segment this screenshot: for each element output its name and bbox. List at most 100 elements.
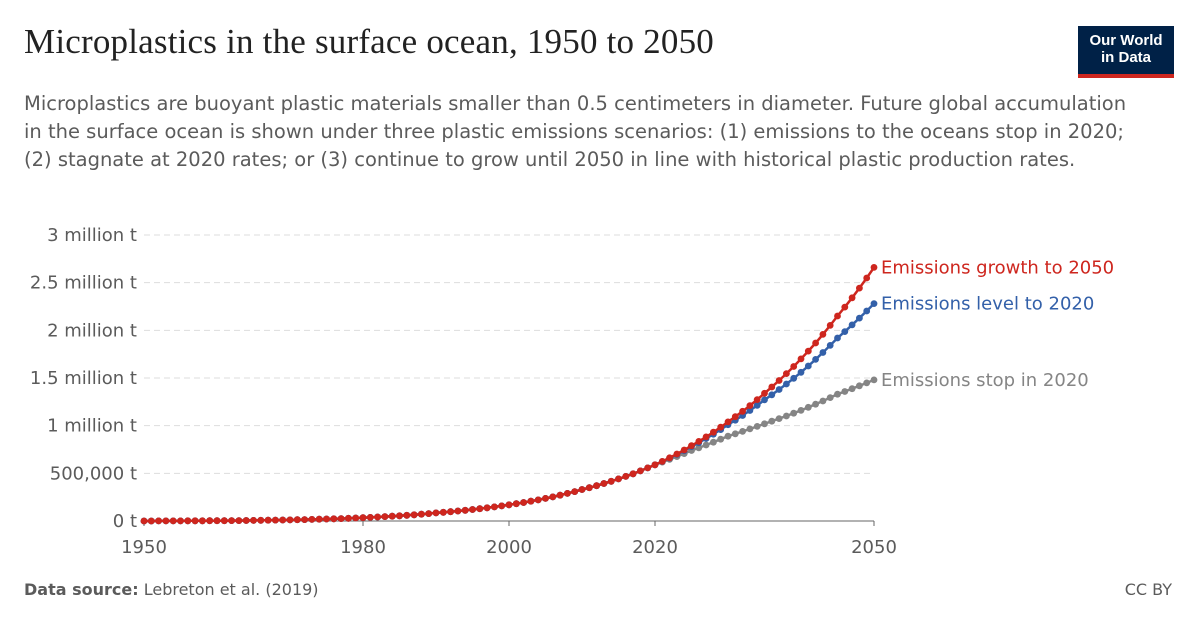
- data-point: [819, 397, 827, 405]
- data-point: [848, 385, 856, 393]
- y-tick-label: 1 million t: [47, 416, 137, 437]
- data-point: [264, 516, 272, 524]
- data-point: [396, 512, 403, 520]
- data-point: [155, 517, 163, 525]
- data-point: [461, 506, 469, 514]
- data-point: [527, 497, 535, 505]
- data-point: [359, 514, 367, 522]
- data-point: [731, 430, 739, 438]
- data-source-link[interactable]: Lebreton et al. (2019): [143, 580, 319, 599]
- data-point: [578, 486, 586, 493]
- chart-subtitle: Microplastics are buoyant plastic materi…: [24, 92, 1127, 171]
- data-point: [301, 516, 308, 523]
- x-tick-label: 2020: [632, 537, 678, 558]
- data-point: [819, 331, 827, 338]
- data-point: [812, 400, 819, 408]
- data-point: [790, 409, 798, 417]
- data-point: [717, 435, 725, 443]
- data-point: [797, 355, 805, 363]
- data-point: [366, 514, 374, 521]
- data-point: [717, 423, 725, 431]
- data-point: [512, 500, 520, 508]
- data-point: [724, 432, 732, 440]
- data-point: [162, 517, 170, 525]
- data-point: [710, 438, 717, 446]
- data-point: [819, 349, 827, 356]
- data-point: [410, 511, 418, 519]
- data-point: [498, 502, 506, 510]
- y-tick-label: 2.5 million t: [30, 273, 137, 294]
- data-point: [826, 322, 834, 329]
- data-point: [841, 388, 849, 395]
- data-point: [746, 425, 754, 433]
- data-point: [863, 307, 871, 315]
- y-tick-label: 1.5 million t: [30, 368, 137, 389]
- data-point: [834, 312, 841, 320]
- data-point: [695, 444, 703, 452]
- data-point: [695, 438, 703, 445]
- data-point: [644, 464, 652, 472]
- data-point: [637, 467, 644, 475]
- data-point: [220, 517, 228, 525]
- data-point: [739, 407, 746, 415]
- data-point: [739, 428, 746, 435]
- data-point: [279, 516, 287, 524]
- data-point: [775, 415, 783, 422]
- data-point: [571, 488, 579, 495]
- data-point: [425, 510, 433, 517]
- data-point: [629, 470, 637, 478]
- data-point: [191, 517, 199, 525]
- data-source-label: Data source:: [24, 580, 139, 599]
- data-point: [293, 516, 301, 524]
- data-point: [272, 516, 279, 524]
- data-point: [483, 504, 491, 512]
- data-point: [768, 383, 776, 391]
- data-point: [505, 501, 513, 509]
- data-point: [812, 339, 819, 347]
- data-point: [147, 517, 155, 525]
- data-point: [242, 517, 250, 524]
- data-point: [673, 450, 681, 458]
- data-point: [658, 458, 666, 465]
- data-point: [542, 495, 549, 502]
- data-point: [454, 507, 462, 515]
- data-point: [534, 496, 542, 504]
- data-point: [140, 517, 148, 525]
- data-point: [746, 402, 754, 409]
- data-point: [797, 368, 805, 376]
- y-tick-label: 3 million t: [47, 225, 137, 246]
- x-tick-label: 2050: [851, 537, 897, 558]
- data-point: [491, 503, 498, 511]
- data-point: [286, 516, 294, 524]
- data-point: [439, 508, 447, 516]
- data-point: [724, 418, 732, 426]
- data-point: [863, 379, 871, 387]
- data-source: Data source: Lebreton et al. (2019): [24, 580, 319, 599]
- data-point: [753, 401, 761, 409]
- data-point: [856, 314, 863, 322]
- data-point: [330, 515, 338, 523]
- logo-line-1: Our World: [1089, 32, 1163, 49]
- data-point: [804, 347, 812, 355]
- data-point: [680, 446, 688, 454]
- y-tick-label: 500,000 t: [50, 463, 137, 484]
- data-point: [556, 491, 564, 499]
- license-link[interactable]: CC BY: [1124, 580, 1172, 599]
- data-point: [476, 505, 484, 513]
- data-point: [826, 342, 834, 349]
- data-point: [600, 480, 608, 487]
- data-point: [790, 374, 798, 382]
- data-point: [447, 508, 454, 516]
- data-point: [418, 510, 425, 518]
- data-point: [753, 423, 761, 430]
- data-point: [768, 391, 776, 399]
- data-point: [388, 512, 396, 520]
- data-point: [702, 433, 710, 441]
- data-point: [761, 396, 768, 404]
- owid-logo[interactable]: Our World in Data: [1078, 26, 1174, 78]
- data-point: [607, 477, 615, 485]
- data-point: [169, 517, 177, 525]
- data-point: [834, 390, 841, 398]
- logo-line-2: in Data: [1100, 49, 1151, 66]
- data-point: [761, 389, 768, 397]
